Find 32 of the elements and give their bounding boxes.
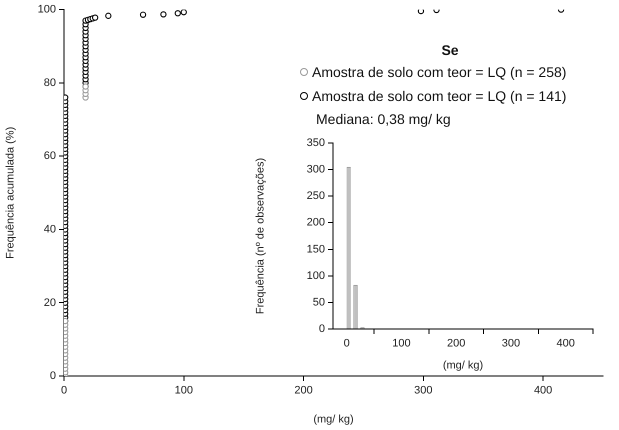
y-tick-label: 0 (50, 370, 56, 382)
annotation: Mediana: 0,38 mg/ kg (316, 110, 452, 129)
x-tick-label: 400 (556, 338, 575, 350)
x-tick-label: 100 (392, 338, 411, 350)
y-tick-label: 60 (44, 150, 56, 162)
y-tick-label: 20 (44, 296, 56, 309)
y-tick-label: 300 (306, 164, 325, 176)
x-axis-title: (mg/ kg) (313, 413, 354, 426)
y-tick-label: 50 (312, 296, 325, 308)
y-tick-label: 200 (306, 216, 325, 229)
y-tick-label: 80 (44, 76, 56, 89)
x-tick-label: 0 (60, 384, 68, 397)
x-tick-label: 0 (344, 338, 350, 350)
y-tick-label: 250 (306, 190, 325, 202)
text: Se (440, 41, 460, 60)
x-tick-label: 300 (502, 338, 520, 350)
x-tick-label: 300 (414, 384, 433, 397)
y-tick-label: 150 (306, 243, 325, 256)
x-tick-label: 100 (174, 384, 193, 397)
x-axis-title: (mg/ kg) (442, 359, 484, 372)
y-tick-label: 100 (38, 4, 56, 16)
legend-label: Amostra de solo com teor = LQ (n = 141) (312, 87, 566, 106)
y-tick-label: 0 (318, 323, 325, 336)
y-tick-label: 40 (44, 223, 56, 236)
legend-label: Amostra de solo com teor = LQ (n = 258) (312, 63, 566, 82)
x-tick-label: 200 (294, 384, 313, 397)
y-tick-label: 100 (306, 270, 325, 282)
x-tick-label: 400 (534, 384, 552, 397)
x-tick-label: 200 (446, 338, 466, 350)
y-axis-title: Frequência (nº de observações) (254, 158, 267, 314)
y-tick-label: 350 (306, 137, 325, 150)
y-axis-title: Frequência acumulada (%) (4, 126, 17, 259)
